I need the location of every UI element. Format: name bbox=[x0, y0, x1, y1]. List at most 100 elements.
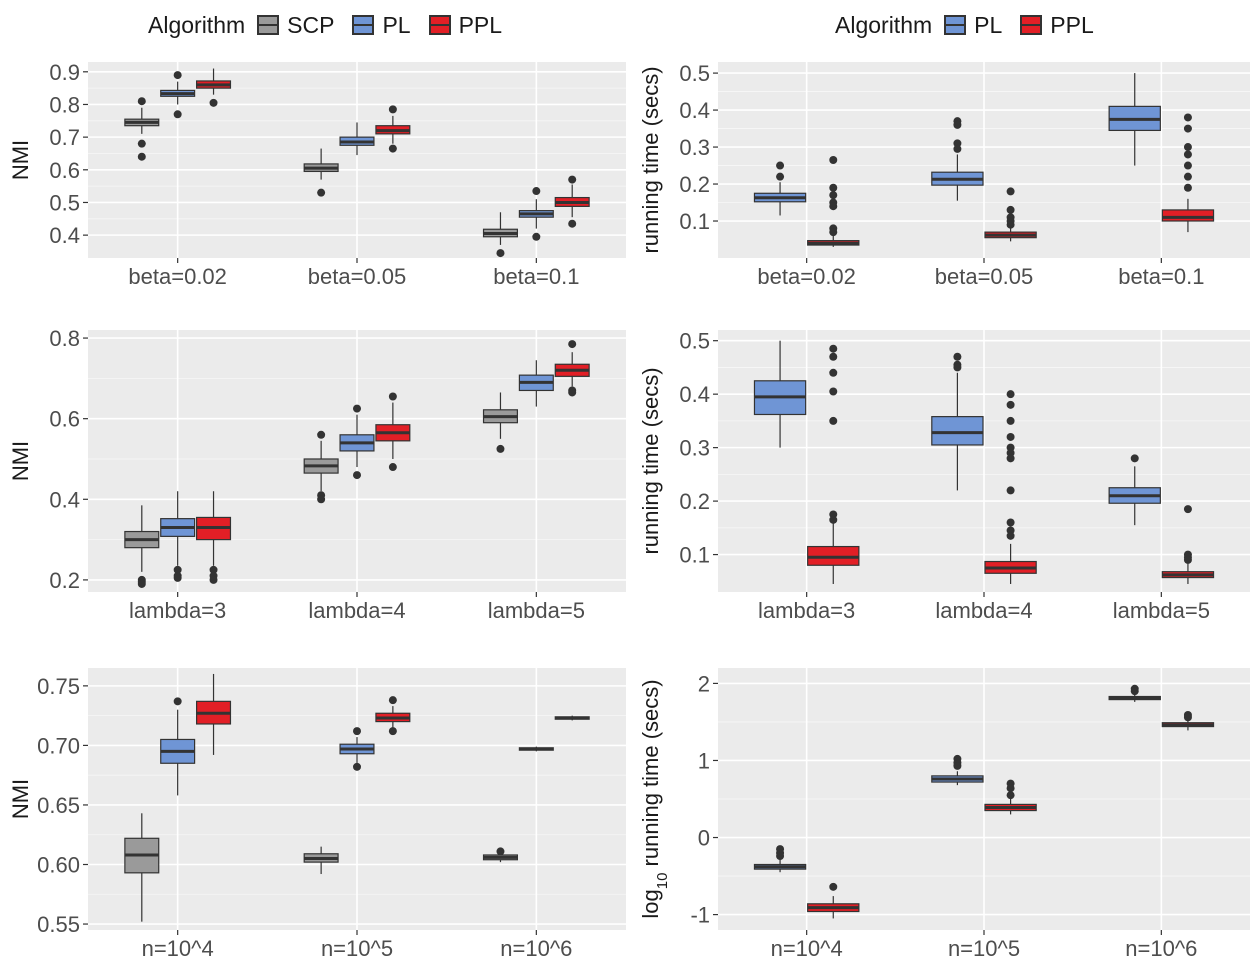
y-tick-label: 0.4 bbox=[49, 223, 80, 248]
box-pl-1 bbox=[160, 71, 196, 119]
box-pl-1 bbox=[753, 340, 807, 448]
outlier-point bbox=[1183, 143, 1192, 152]
outlier-point bbox=[829, 515, 838, 524]
y-axis-label: NMI bbox=[8, 779, 33, 819]
outlier-point bbox=[1006, 784, 1015, 793]
legend-label-ppl: PPL bbox=[458, 11, 503, 38]
outlier-point bbox=[353, 762, 361, 771]
y-tick-label: 0.7 bbox=[49, 125, 80, 150]
box-ppl-1 bbox=[807, 156, 860, 247]
outlier-point bbox=[568, 340, 577, 349]
outlier-point bbox=[1183, 183, 1192, 192]
y-tick-label: 0.70 bbox=[37, 733, 80, 758]
legend-swatch-scp bbox=[257, 15, 280, 35]
outlier-point bbox=[353, 727, 361, 736]
x-tick-label: lambda=3 bbox=[758, 598, 855, 623]
legend-swatch-pl bbox=[944, 15, 967, 35]
box-ppl-1 bbox=[196, 68, 232, 107]
outlier-point bbox=[388, 463, 397, 472]
box-pl-3 bbox=[518, 360, 554, 407]
outlier-point bbox=[209, 565, 218, 574]
outlier-point bbox=[1130, 687, 1139, 696]
outlier-point bbox=[173, 573, 182, 582]
y-tick-label: 0.6 bbox=[49, 158, 80, 183]
y-axis-label: running time (secs) bbox=[638, 367, 663, 554]
outlier-point bbox=[317, 430, 326, 439]
box-pl-2 bbox=[339, 727, 375, 771]
x-tick-label: n=10^4 bbox=[771, 936, 843, 961]
box-ppl-2 bbox=[375, 105, 411, 153]
y-tick-label: 0.3 bbox=[679, 436, 710, 461]
outlier-point bbox=[829, 183, 838, 192]
y-tick-label: 0.55 bbox=[37, 912, 80, 937]
box-ppl-3 bbox=[1161, 113, 1215, 233]
outlier-point bbox=[829, 387, 838, 396]
outlier-point bbox=[353, 404, 361, 413]
outlier-point bbox=[1006, 531, 1015, 540]
y-tick-label: 1 bbox=[698, 748, 710, 773]
box-body bbox=[1161, 209, 1215, 222]
outlier-point bbox=[953, 352, 962, 361]
panel-1: 0.4 0.5 0.6 0.7 0.8 0.9 beta=0.02 beta=0.05 beta… bbox=[8, 60, 626, 289]
outlier-point bbox=[776, 161, 785, 170]
legend-label-pl: PL bbox=[974, 11, 1003, 38]
y-tick-label: 0.4 bbox=[679, 98, 710, 123]
outlier-point bbox=[1183, 124, 1192, 133]
y-tick-label: -1 bbox=[690, 903, 710, 928]
box-ppl-3 bbox=[1161, 711, 1215, 731]
x-tick-label: beta=0.05 bbox=[308, 264, 406, 289]
y-tick-label: 0.4 bbox=[49, 487, 80, 512]
outlier-point bbox=[173, 71, 182, 80]
x-tick-label: beta=0.05 bbox=[935, 264, 1033, 289]
box-ppl-1 bbox=[196, 673, 232, 755]
box-pl-1 bbox=[753, 845, 807, 873]
box-pl-2 bbox=[931, 754, 984, 786]
outlier-point bbox=[829, 882, 838, 891]
outlier-point bbox=[1130, 454, 1139, 463]
box-scp-1 bbox=[124, 813, 160, 922]
panel-5: 0.55 0.60 0.65 0.70 0.75 n=10^4 n=10^5 n=10^6 NM… bbox=[8, 668, 626, 961]
y-tick-label: 0.2 bbox=[679, 172, 710, 197]
box-ppl-3 bbox=[1161, 505, 1215, 584]
box-scp-3 bbox=[482, 847, 518, 863]
x-tick-label: lambda=5 bbox=[488, 598, 585, 623]
outlier-point bbox=[1183, 505, 1192, 514]
box-pl-3 bbox=[1108, 454, 1161, 526]
outlier-point bbox=[532, 232, 541, 241]
outlier-point bbox=[496, 847, 505, 856]
outlier-point bbox=[776, 852, 785, 861]
outlier-point bbox=[388, 696, 397, 705]
legend-label-scp: SCP bbox=[287, 11, 335, 38]
outlier-point bbox=[1183, 150, 1192, 159]
box-ppl-2 bbox=[984, 187, 1037, 242]
legend-swatch-pl bbox=[352, 15, 375, 35]
y-tick-label: 0 bbox=[698, 826, 710, 851]
x-tick-label: beta=0.02 bbox=[757, 264, 855, 289]
outlier-point bbox=[353, 471, 361, 480]
y-tick-label: 0.75 bbox=[37, 674, 80, 699]
outlier-point bbox=[829, 191, 838, 200]
outlier-point bbox=[953, 120, 962, 129]
outlier-point bbox=[829, 416, 838, 425]
outlier-point bbox=[568, 388, 577, 397]
x-tick-label: beta=0.1 bbox=[493, 264, 579, 289]
outlier-point bbox=[776, 172, 785, 181]
outlier-point bbox=[388, 144, 397, 153]
x-tick-label: lambda=3 bbox=[129, 598, 226, 623]
box-pl-3 bbox=[1108, 684, 1161, 702]
outlier-point bbox=[317, 188, 326, 197]
box-scp-3 bbox=[482, 212, 518, 258]
x-tick-label: beta=0.1 bbox=[1118, 264, 1204, 289]
legend-label-ppl: PPL bbox=[1050, 11, 1094, 38]
outlier-point bbox=[1006, 187, 1015, 196]
outlier-point bbox=[829, 344, 838, 353]
legend-item-pl: PL bbox=[352, 12, 411, 39]
outlier-point bbox=[953, 761, 962, 770]
box-pl-2 bbox=[339, 122, 375, 156]
outlier-point bbox=[1006, 400, 1015, 409]
x-tick-label: lambda=5 bbox=[1113, 598, 1210, 623]
box-scp-2 bbox=[303, 430, 339, 504]
legend-runtime: Algorithm PL PPL bbox=[835, 8, 1106, 42]
outlier-point bbox=[137, 579, 146, 588]
